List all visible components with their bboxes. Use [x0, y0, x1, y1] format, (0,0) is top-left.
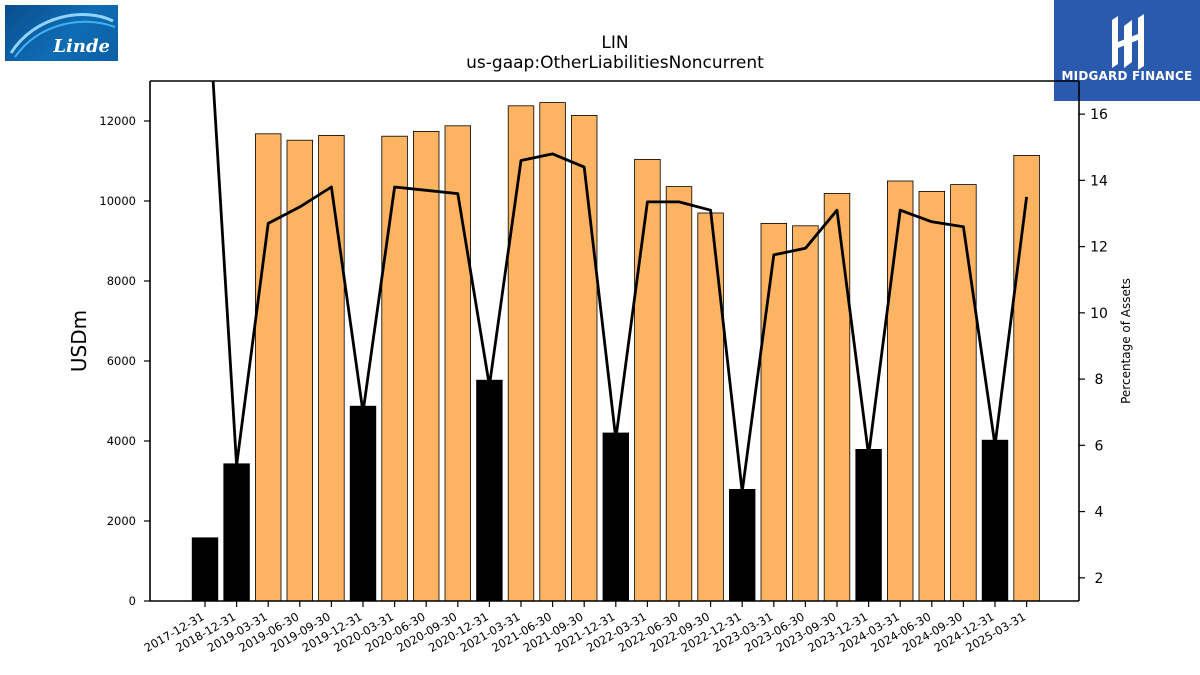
- y2-tick-label: 14: [1090, 173, 1108, 189]
- midgard-monogram-icon: [1112, 14, 1144, 70]
- bars-layer: [191, 102, 1040, 602]
- y2-tick-label: 12: [1090, 240, 1108, 256]
- bar-2023-09-30: [823, 192, 851, 602]
- chart-subtitle: us-gaap:OtherLiabilitiesNoncurrent: [466, 53, 764, 73]
- bar-2022-12-31: [729, 488, 756, 602]
- bar-2022-06-30: [665, 186, 693, 602]
- bar-2021-06-30: [539, 102, 566, 602]
- y-tick-label: 0: [129, 594, 136, 608]
- y2-tick-label: 16: [1090, 107, 1108, 123]
- percentage-line: [211, 81, 1028, 494]
- bar-2024-03-31: [887, 180, 914, 602]
- bar-2019-09-30: [318, 134, 345, 602]
- bar-2018-12-31: [223, 463, 250, 602]
- y-tick-label: 8000: [107, 274, 136, 288]
- bar-2020-12-31: [476, 379, 503, 602]
- y-tick-label: 2000: [107, 514, 136, 528]
- bar-2023-03-31: [760, 222, 788, 602]
- y2-axis-label: Percentage of Assets: [1119, 278, 1133, 404]
- linde-logo: Linde: [5, 5, 118, 61]
- bar-2021-03-31: [507, 105, 535, 602]
- y-tick-label: 12000: [99, 114, 136, 128]
- midgard-wordmark: MIDGARD FINANCE: [1061, 69, 1193, 83]
- y2-tick-label: 10: [1090, 306, 1108, 322]
- axes-layer: [144, 80, 1085, 607]
- bar-2019-06-30: [286, 139, 314, 602]
- bar-2019-12-31: [349, 405, 377, 602]
- bar-2019-03-31: [254, 133, 282, 602]
- y-tick-label: 10000: [99, 194, 136, 208]
- linde-wordmark: Linde: [53, 36, 110, 57]
- bar-2020-06-30: [412, 130, 440, 602]
- y-tick-label: 4000: [107, 434, 136, 448]
- y-tick-labels: 0 2000 4000 6000 8000 10000 12000: [99, 114, 136, 608]
- midgard-finance-logo: MIDGARD FINANCE: [1054, 0, 1200, 101]
- y-tick-label: 6000: [107, 354, 136, 368]
- bar-2017-12-31: [191, 537, 219, 602]
- bar-2023-12-31: [855, 448, 882, 602]
- y-axis-label: USDm: [67, 310, 91, 372]
- bar-2024-12-31: [981, 439, 1009, 602]
- y2-tick-labels: 2 4 6 8 10 12 14 16: [1090, 107, 1108, 587]
- bar-2024-09-30: [950, 184, 977, 602]
- linde-swoosh-icon: [9, 13, 116, 58]
- y2-tick-label: 4: [1095, 505, 1104, 521]
- x-tick-labels: 2017-12-312018-12-312019-03-312019-06-30…: [142, 609, 1028, 655]
- bar-2023-06-30: [792, 225, 819, 602]
- bar-2022-03-31: [634, 158, 661, 602]
- bar-2025-03-31: [1013, 154, 1040, 602]
- y2-tick-label: 8: [1095, 372, 1104, 388]
- y2-tick-label: 6: [1095, 438, 1104, 454]
- bar-2024-06-30: [918, 190, 946, 602]
- bar-2020-03-31: [381, 135, 408, 602]
- y2-tick-label: 2: [1095, 571, 1104, 587]
- bar-2022-09-30: [697, 212, 724, 602]
- bar-2021-09-30: [571, 115, 598, 602]
- chart-title: LIN: [601, 33, 628, 53]
- bar-2021-12-31: [602, 432, 630, 602]
- line-layer: [211, 81, 1028, 494]
